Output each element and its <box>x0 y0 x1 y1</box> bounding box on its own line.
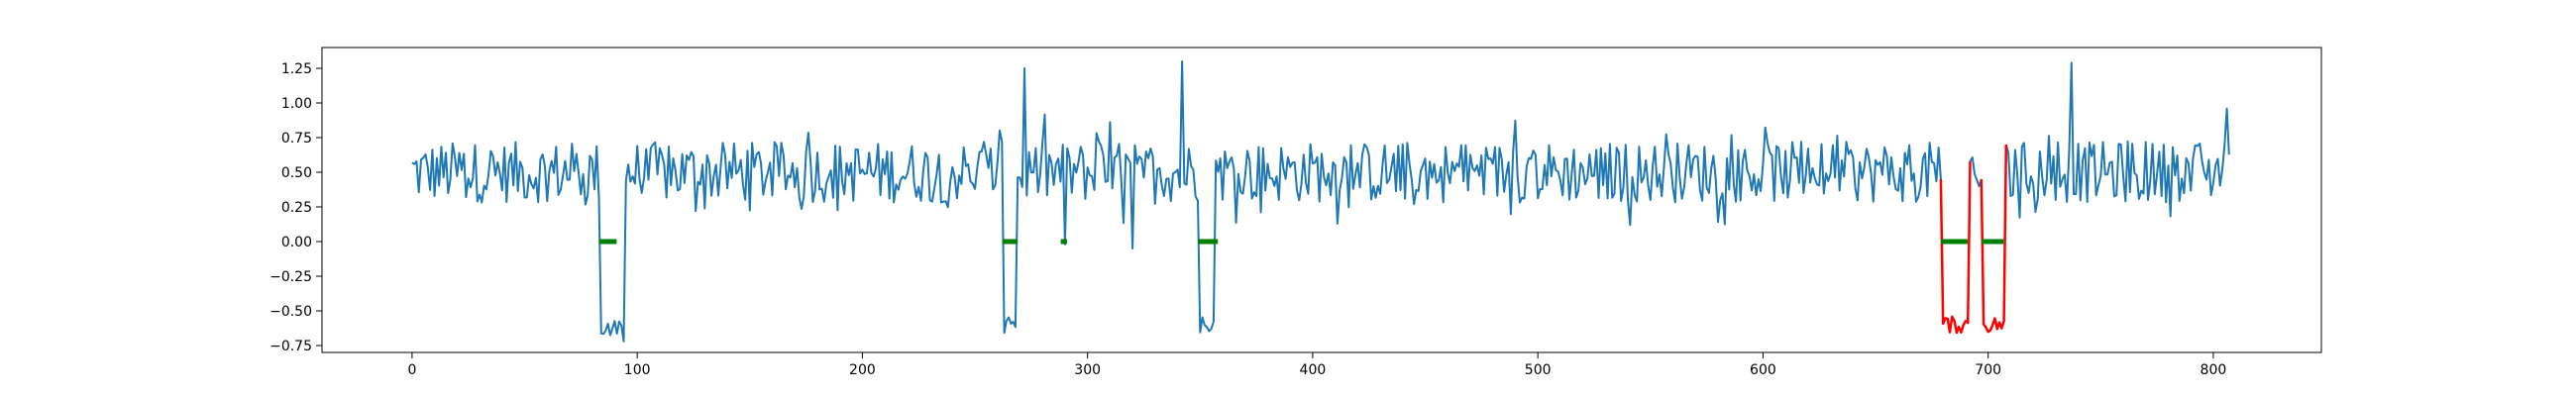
zero-marker-5 <box>1941 239 1968 245</box>
y-tick-label-4: 0.25 <box>281 200 312 216</box>
x-tick-label-300: 300 <box>1074 362 1101 378</box>
y-tick-label-8: 1.25 <box>281 61 312 77</box>
y-tick-label-2: −0.25 <box>269 269 312 285</box>
x-tick-label-100: 100 <box>624 362 651 378</box>
x-tick-label-700: 700 <box>1975 362 2001 378</box>
y-tick-label-6: 0.75 <box>281 131 312 147</box>
y-tick-label-0: −0.75 <box>269 339 312 354</box>
x-tick-label-400: 400 <box>1300 362 1327 378</box>
x-tick-label-800: 800 <box>2200 362 2227 378</box>
anomaly-line-2 <box>1980 144 2008 334</box>
x-tick-label-500: 500 <box>1525 362 1552 378</box>
x-tick-label-0: 0 <box>407 362 416 378</box>
zero-marker-3 <box>1060 239 1067 245</box>
axes-frame <box>321 47 2322 353</box>
signal-line <box>411 60 2230 343</box>
y-tick-label-7: 1.00 <box>281 96 312 112</box>
plot-area: 0 100 200 300 400 500 600 700 800 −0.75 −0.50 −0.25… <box>269 47 2322 378</box>
zero-marker-6 <box>1982 239 2004 245</box>
y-tick-label-1: −0.50 <box>269 304 312 320</box>
zero-marker-1 <box>598 239 617 245</box>
anomaly-line-1 <box>1939 160 1972 335</box>
y-tick-label-5: 0.50 <box>281 165 312 181</box>
x-tick-label-200: 200 <box>849 362 876 378</box>
zero-marker-4 <box>1198 239 1219 245</box>
zero-marker-2 <box>1002 239 1018 245</box>
x-tick-label-600: 600 <box>1750 362 1776 378</box>
y-tick-label-3: 0.00 <box>281 235 312 250</box>
